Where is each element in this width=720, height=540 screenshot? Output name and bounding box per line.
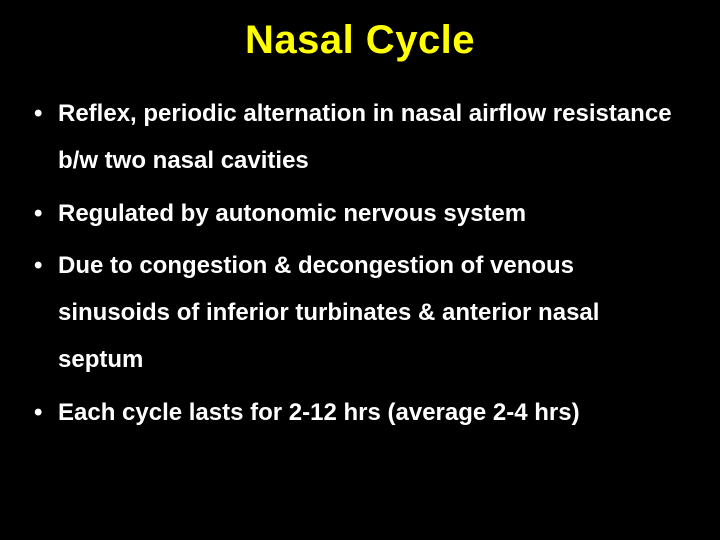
slide-title: Nasal Cycle [30, 18, 690, 63]
bullet-item: Regulated by autonomic nervous system [30, 191, 690, 238]
bullet-item: Reflex, periodic alternation in nasal ai… [30, 91, 690, 185]
slide-container: Nasal Cycle Reflex, periodic alternation… [0, 0, 720, 540]
bullet-item: Due to congestion & decongestion of veno… [30, 243, 690, 383]
bullet-list: Reflex, periodic alternation in nasal ai… [30, 91, 690, 437]
bullet-item: Each cycle lasts for 2-12 hrs (average 2… [30, 390, 690, 437]
